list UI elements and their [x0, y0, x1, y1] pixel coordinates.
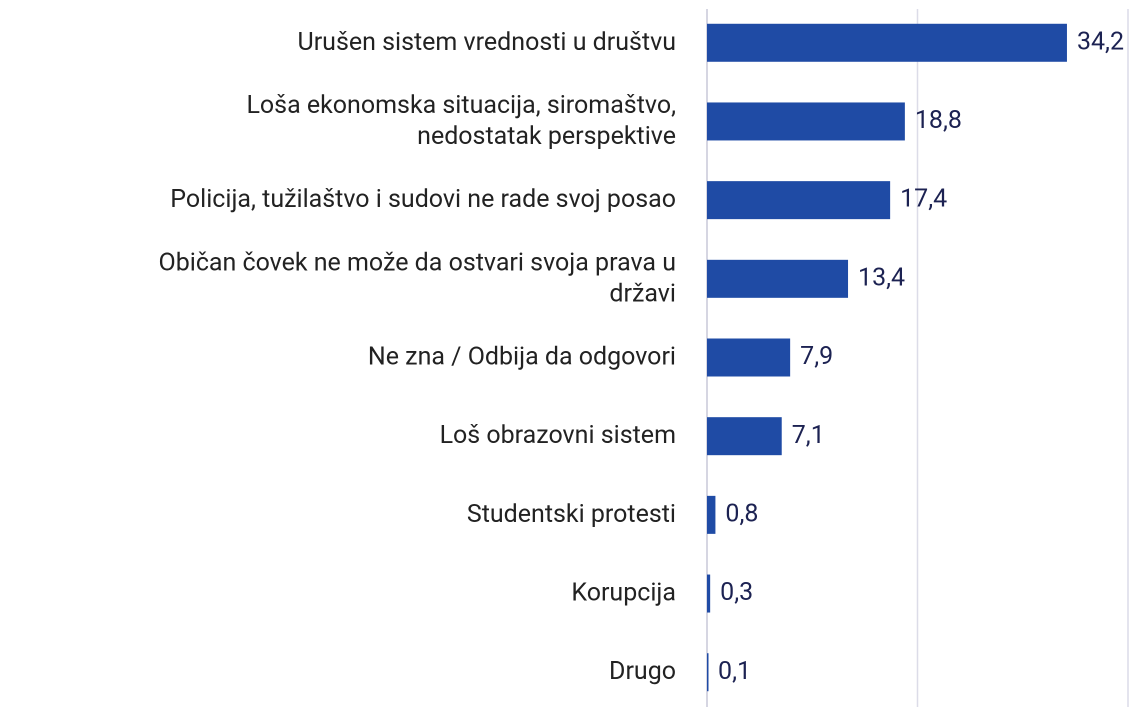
value-label: 18,8: [915, 106, 962, 135]
value-label: 34,2: [1077, 27, 1124, 56]
category-label: Loša ekonomska situacija, siromaštvo, ned…: [246, 91, 676, 151]
category-label: Loš obrazovni sistem: [440, 421, 676, 450]
category-label: Ne zna / Odbija da odgovori: [368, 342, 676, 371]
category-label: Običan čovek ne može da ostvari svoja pr…: [159, 248, 677, 308]
bar: [707, 181, 891, 220]
category-label: Policija, tužilaštvo i sudovi ne rade sv…: [170, 185, 676, 214]
category-label: Korupcija: [571, 578, 676, 607]
value-label: 7,9: [800, 342, 833, 371]
value-label: 0,3: [720, 578, 753, 607]
bar: [707, 338, 791, 377]
category-label: Urušen sistem vrednosti u društvu: [297, 27, 676, 56]
category-label: Studentski protesti: [467, 499, 676, 528]
bar: [707, 23, 1067, 62]
bar: [707, 653, 709, 692]
bar: [707, 417, 782, 456]
bar: [707, 574, 711, 613]
bar: [707, 102, 905, 141]
bar: [707, 259, 849, 298]
value-label: 0,1: [718, 657, 751, 686]
value-label: 7,1: [792, 421, 825, 450]
value-label: 13,4: [858, 263, 905, 292]
value-label: 17,4: [900, 185, 947, 214]
category-label: Drugo: [609, 657, 676, 686]
bar: [707, 495, 716, 534]
value-label: 0,8: [725, 499, 758, 528]
